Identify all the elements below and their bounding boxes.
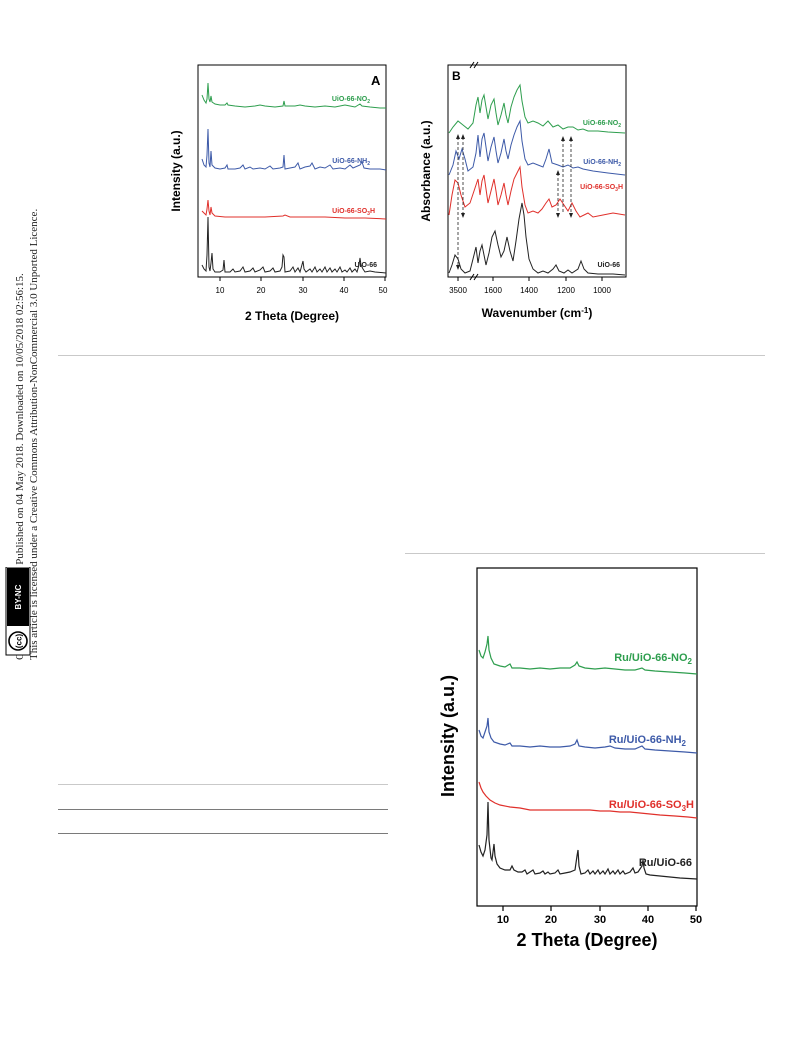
panel-label-a: A — [371, 73, 381, 88]
y-axis-label-b: Absorbance (a.u.) — [419, 120, 433, 221]
series-ru-nh2 — [478, 717, 697, 754]
y-axis-label-a: Intensity (a.u.) — [169, 130, 183, 211]
x-tick-label: 40 — [642, 914, 654, 926]
xrd-figure-a: A UiO-66-NO2 UiO-66-NH2 UiO-66-SO3H UiO-… — [169, 64, 388, 323]
x-tick-label: 1400 — [520, 286, 538, 295]
label-ru-nh2: Ru/UiO-66-NH2 — [609, 734, 687, 748]
x-tick-label: 50 — [690, 914, 702, 926]
label-ftir-so3h: UiO-66-SO3H — [580, 184, 623, 193]
dashed-guides — [457, 137, 572, 267]
x-tick-label: 20 — [545, 914, 557, 926]
cc-by-nc-icon: (cc) BY-NC — [5, 566, 31, 656]
label-uio66-nh2: UiO-66-NH2 — [332, 158, 370, 167]
ftir-uio66-no2 — [448, 83, 626, 134]
x-tick-label: 10 — [497, 914, 509, 926]
label-ftir-nh2: UiO-66-NH2 — [583, 159, 621, 168]
x-tick-label: 1200 — [557, 286, 575, 295]
x-ticks-a — [219, 277, 386, 281]
x-axis-label-b: Wavenumber (cm-1) — [482, 306, 593, 320]
table-rule-top — [58, 784, 388, 785]
table-rule-mid — [58, 809, 388, 810]
axis-break-icon — [469, 61, 479, 281]
x-tick-label: 50 — [379, 286, 388, 295]
series-ru-uio66 — [478, 801, 697, 880]
x-tick-label: 40 — [340, 286, 349, 295]
label-ru-so3h: Ru/UiO-66-SO3H — [609, 799, 694, 813]
x-ticks-b — [457, 277, 603, 281]
x-axis-label-ru: 2 Theta (Degree) — [516, 930, 657, 950]
series-ru-so3h — [478, 781, 697, 819]
series-uio66-no2 — [201, 82, 386, 109]
plot-frame-b — [447, 64, 627, 278]
arrow-heads-icon — [456, 134, 573, 270]
x-tick-label: 30 — [594, 914, 606, 926]
series-uio66-nh2 — [201, 128, 386, 171]
plot-frame-a — [197, 64, 387, 278]
column-divider — [405, 553, 765, 554]
xrd-figure-ru: Ru/UiO-66-NO2 Ru/UiO-66-NH2 Ru/UiO-66-SO… — [438, 567, 702, 950]
table-rule-bottom — [58, 833, 388, 834]
figure-divider — [58, 355, 765, 356]
cc-symbol: (cc) — [15, 634, 24, 649]
ftir-uio66-so3h — [448, 165, 626, 218]
label-ru-uio66: Ru/UiO-66 — [639, 857, 692, 869]
label-uio66-so3h: UiO-66-SO3H — [332, 208, 375, 217]
x-tick-label: 1600 — [484, 286, 502, 295]
x-tick-label: 1000 — [593, 286, 611, 295]
by-nc-label: BY-NC — [14, 584, 23, 609]
x-tick-label: 30 — [299, 286, 308, 295]
series-uio66-so3h — [201, 199, 386, 220]
x-ticks-ru — [502, 906, 697, 911]
x-tick-label: 3500 — [449, 286, 467, 295]
ftir-uio66-nh2 — [448, 119, 626, 176]
x-tick-label: 20 — [257, 286, 266, 295]
x-tick-label: 10 — [216, 286, 225, 295]
y-axis-label-ru: Intensity (a.u.) — [438, 675, 458, 797]
label-ftir-no2: UiO-66-NO2 — [583, 120, 621, 129]
x-axis-label-a: 2 Theta (Degree) — [245, 309, 339, 323]
label-ru-no2: Ru/UiO-66-NO2 — [614, 652, 692, 666]
label-uio66: UiO-66 — [354, 262, 377, 269]
ftir-figure-b: B UiO-66-NO2 UiO-66-NH2 UiO-66-SO3H UiO-… — [419, 61, 627, 320]
panel-label-b: B — [452, 69, 461, 83]
label-ftir-uio66: UiO-66 — [597, 262, 620, 269]
ftir-uio66 — [448, 202, 626, 276]
plot-frame-ru — [476, 567, 698, 907]
cc-license-badge[interactable]: (cc) BY-NC — [4, 566, 34, 657]
series-uio66 — [201, 216, 386, 274]
label-uio66-no2: UiO-66-NO2 — [332, 96, 370, 105]
series-ru-no2 — [478, 635, 697, 675]
